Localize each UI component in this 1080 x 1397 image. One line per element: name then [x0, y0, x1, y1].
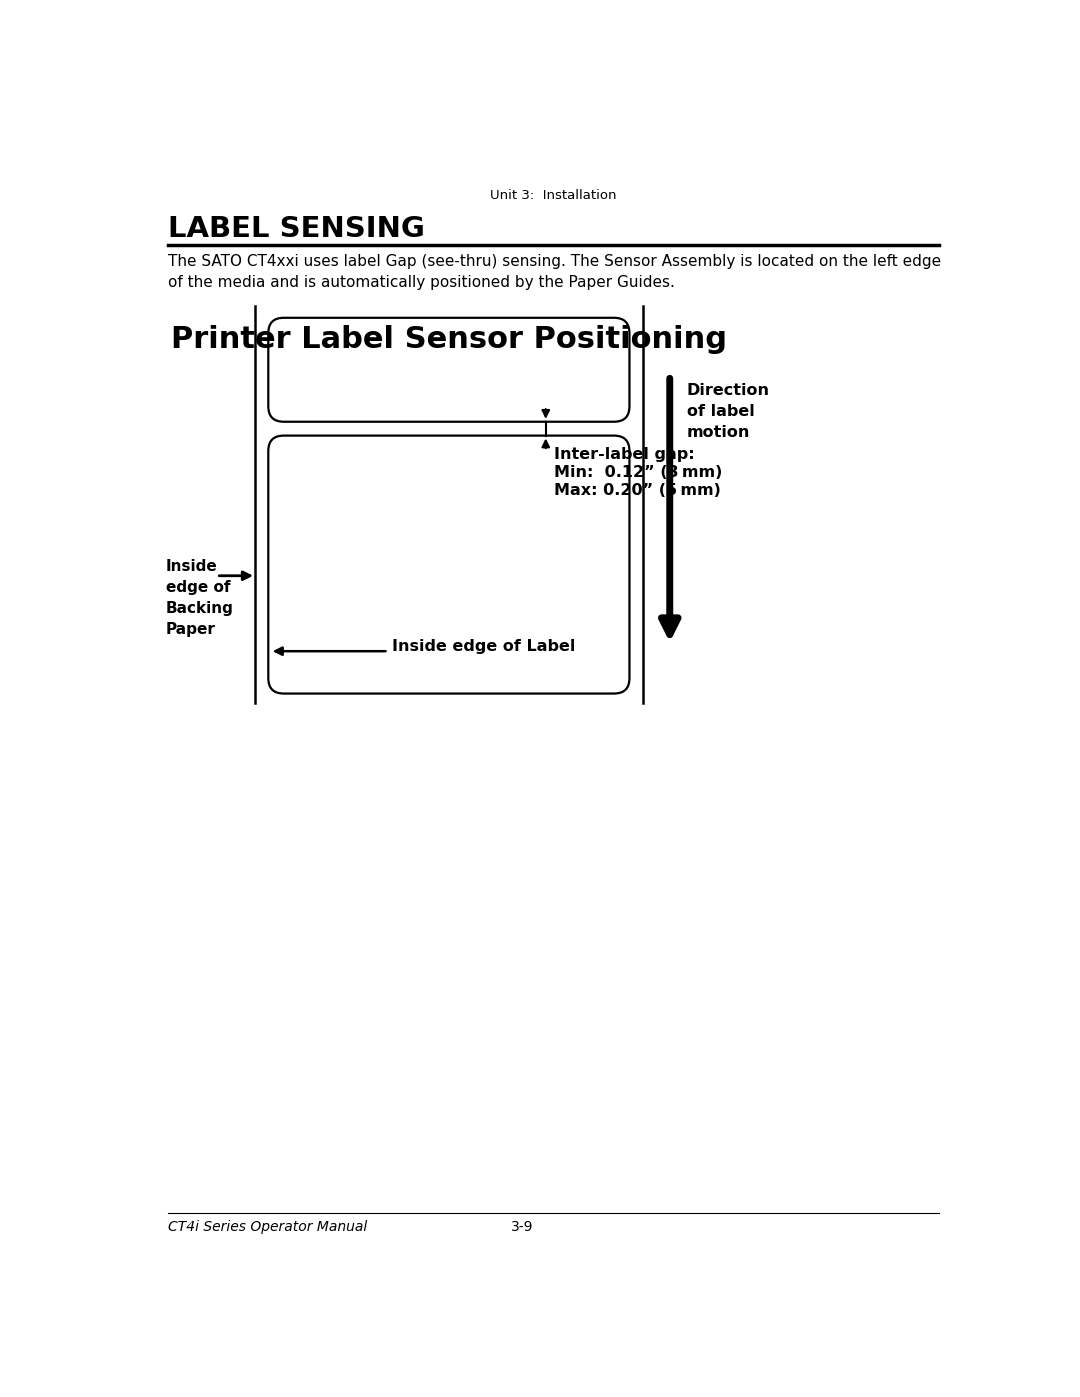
- FancyBboxPatch shape: [268, 436, 630, 693]
- Text: Direction
of label
motion: Direction of label motion: [687, 383, 770, 440]
- FancyBboxPatch shape: [268, 317, 630, 422]
- Text: Inside
edge of
Backing
Paper: Inside edge of Backing Paper: [166, 559, 234, 637]
- Text: The SATO CT4xxi uses label Gap (see-thru) sensing. The Sensor Assembly is locate: The SATO CT4xxi uses label Gap (see-thru…: [167, 254, 941, 291]
- Text: Printer Label Sensor Positioning: Printer Label Sensor Positioning: [171, 326, 727, 355]
- Text: Unit 3:  Installation: Unit 3: Installation: [490, 189, 617, 203]
- Text: Inter-label gap:: Inter-label gap:: [554, 447, 694, 462]
- Text: Min:  0.12” (3 mm): Min: 0.12” (3 mm): [554, 465, 721, 479]
- Text: 3-9: 3-9: [511, 1220, 534, 1234]
- Text: Max: 0.20” (5 mm): Max: 0.20” (5 mm): [554, 482, 720, 497]
- Text: LABEL SENSING: LABEL SENSING: [167, 215, 424, 243]
- Text: CT4i Series Operator Manual: CT4i Series Operator Manual: [167, 1220, 367, 1234]
- Text: Inside edge of Label: Inside edge of Label: [392, 638, 576, 654]
